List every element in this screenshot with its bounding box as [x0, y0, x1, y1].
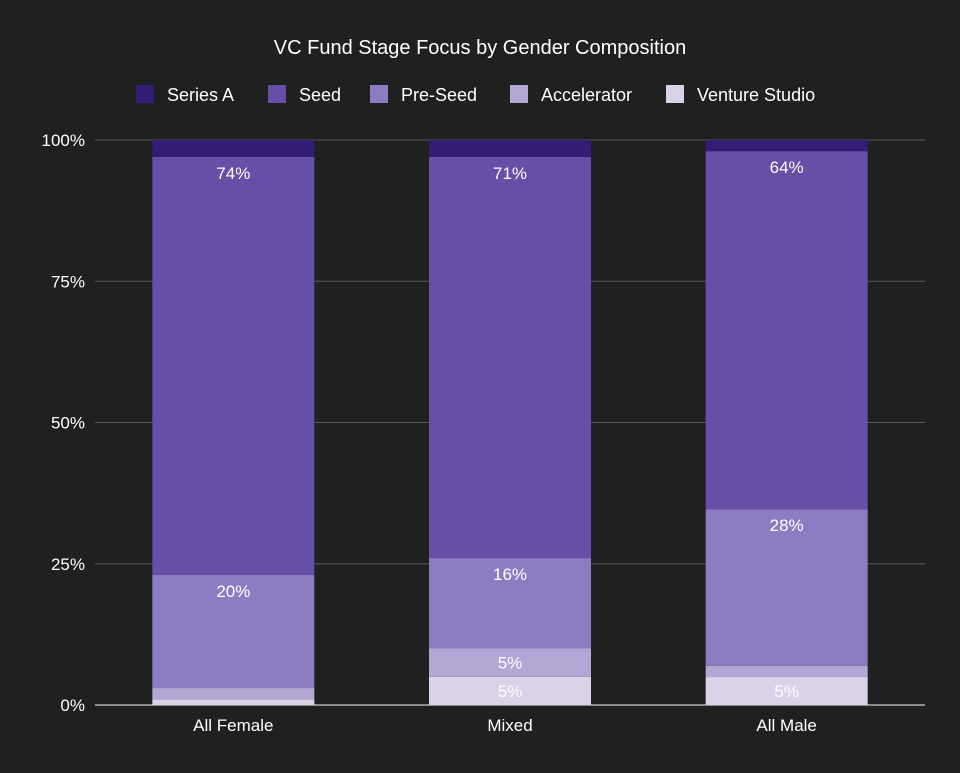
bar-mixed-series-a — [429, 140, 591, 157]
data-label-all-female-seed: 74% — [216, 164, 250, 183]
bar-all-male-series-a — [705, 140, 868, 152]
bar-all-male-accelerator — [705, 665, 868, 678]
bar-mixed-accelerator — [429, 648, 591, 677]
legend-swatch-venture-studio — [666, 85, 684, 103]
data-label-mixed-pre-seed: 16% — [493, 565, 527, 584]
data-label-mixed-venture-studio: 5% — [498, 682, 523, 701]
legend-label-accelerator: Accelerator — [541, 85, 632, 105]
bar-all-female-pre-seed — [152, 575, 315, 689]
legend-swatch-pre-seed — [370, 85, 388, 103]
bar-all-female-series-a — [152, 140, 315, 157]
bar-all-male-seed — [705, 151, 868, 510]
data-label-all-male-seed: 64% — [770, 158, 804, 177]
legend-label-venture-studio: Venture Studio — [697, 85, 815, 105]
y-axis-tick-labels: 0% 25% 50% 75% 100% — [42, 131, 85, 715]
bar-all-female-accelerator — [152, 688, 315, 700]
bar-all-male-venture-studio — [705, 677, 868, 705]
bar-all-female-venture-studio — [152, 699, 315, 705]
y-tick-label-25: 25% — [51, 555, 85, 574]
bars: 20% 74% 5% 5% 16% 71% 5% 28% 64% — [152, 140, 868, 705]
legend: Series A Seed Pre-Seed Accelerator Venture S… — [136, 85, 815, 105]
data-label-all-male-venture-studio: 5% — [774, 682, 799, 701]
y-tick-label-50: 50% — [51, 414, 85, 433]
data-label-mixed-seed: 71% — [493, 164, 527, 183]
y-tick-label-75: 75% — [51, 272, 85, 291]
bar-mixed-venture-studio — [429, 676, 591, 705]
bar-mixed-seed — [429, 156, 591, 559]
legend-swatch-series-a — [136, 85, 154, 103]
legend-label-series-a: Series A — [167, 85, 234, 105]
legend-label-pre-seed: Pre-Seed — [401, 85, 477, 105]
data-label-mixed-accelerator: 5% — [498, 654, 523, 673]
bar-mixed-pre-seed — [429, 558, 591, 649]
x-tick-label-all-female: All Female — [193, 716, 273, 735]
data-label-all-male-pre-seed: 28% — [770, 516, 804, 535]
data-label-all-female-pre-seed: 20% — [216, 582, 250, 601]
chart-title: VC Fund Stage Focus by Gender Compositio… — [274, 37, 686, 59]
legend-swatch-accelerator — [510, 85, 528, 103]
x-tick-label-all-male: All Male — [756, 716, 816, 735]
y-tick-label-100: 100% — [42, 131, 85, 150]
x-axis-tick-labels: All Female Mixed All Male — [193, 716, 817, 735]
legend-swatch-seed — [268, 85, 286, 103]
legend-label-seed: Seed — [299, 85, 341, 105]
bar-all-female-seed — [152, 156, 315, 576]
x-tick-label-mixed: Mixed — [487, 716, 532, 735]
y-tick-label-0: 0% — [60, 696, 85, 715]
bar-all-male-pre-seed — [705, 509, 868, 666]
